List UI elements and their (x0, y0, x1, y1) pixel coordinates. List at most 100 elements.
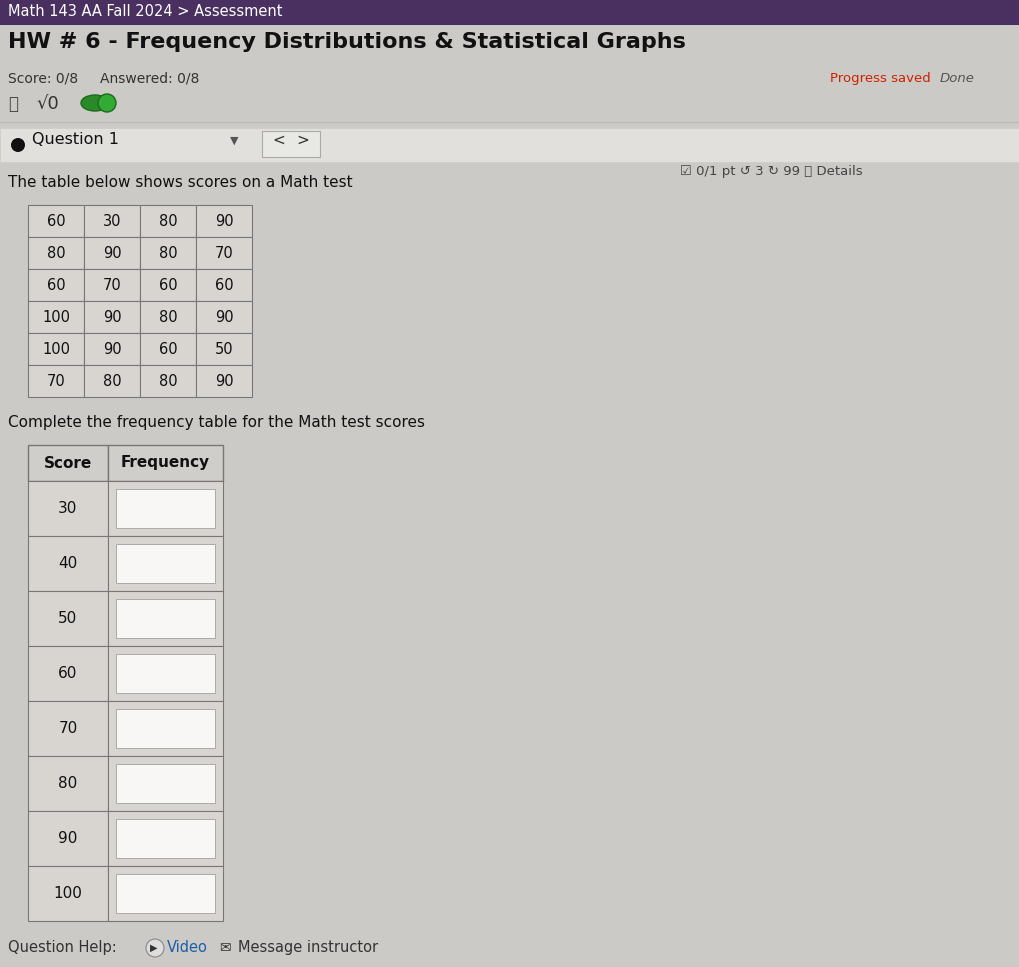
Text: 80: 80 (47, 246, 65, 260)
Bar (196, 365, 252, 397)
Text: 80: 80 (159, 373, 177, 389)
Bar (28, 756, 108, 811)
Bar (108, 756, 223, 811)
Text: 100: 100 (42, 309, 70, 325)
Bar (116, 489, 215, 528)
Text: 100: 100 (54, 886, 83, 901)
Bar (28, 646, 108, 701)
Text: 70: 70 (214, 246, 233, 260)
Text: Question 1: Question 1 (32, 132, 119, 147)
Bar (84, 205, 140, 237)
Bar (140, 269, 196, 301)
Text: 80: 80 (159, 214, 177, 228)
Circle shape (146, 939, 164, 957)
Text: 70: 70 (103, 278, 121, 292)
Bar (28, 866, 108, 921)
Bar (108, 445, 223, 481)
Bar (116, 874, 215, 913)
Bar (116, 819, 215, 858)
Text: 100: 100 (42, 341, 70, 357)
Bar (28, 591, 108, 646)
Text: 90: 90 (214, 214, 233, 228)
Bar (28, 205, 84, 237)
Text: 80: 80 (159, 309, 177, 325)
Text: 🖶: 🖶 (8, 95, 18, 113)
Text: 50: 50 (58, 611, 77, 626)
Text: 60: 60 (58, 666, 77, 681)
Bar (28, 445, 108, 481)
Text: 50: 50 (214, 341, 233, 357)
Bar (116, 544, 215, 583)
Bar (84, 301, 140, 333)
Text: 70: 70 (58, 721, 77, 736)
Bar (140, 333, 196, 365)
Text: Done: Done (940, 72, 974, 85)
Bar (28, 481, 108, 536)
Bar (108, 481, 223, 536)
Text: 90: 90 (103, 246, 121, 260)
Text: ☑ 0/1 pt ↺ 3 ↻ 99 ⓘ Details: ☑ 0/1 pt ↺ 3 ↻ 99 ⓘ Details (680, 165, 862, 178)
Bar (116, 599, 215, 638)
Text: HW # 6 - Frequency Distributions & Statistical Graphs: HW # 6 - Frequency Distributions & Stati… (8, 32, 685, 52)
Bar (84, 365, 140, 397)
Bar (28, 811, 108, 866)
Text: 90: 90 (103, 341, 121, 357)
Circle shape (98, 94, 116, 112)
Bar (28, 365, 84, 397)
Bar (28, 701, 108, 756)
Bar (0, 0, 1019, 25)
Bar (262, 131, 320, 157)
Bar (108, 591, 223, 646)
Bar (196, 205, 252, 237)
Bar (196, 237, 252, 269)
Text: 80: 80 (58, 776, 77, 791)
Text: 80: 80 (159, 246, 177, 260)
Text: Question Help:: Question Help: (8, 940, 116, 955)
Bar (140, 301, 196, 333)
Bar (28, 269, 84, 301)
Bar (84, 237, 140, 269)
Bar (116, 764, 215, 803)
Bar (84, 269, 140, 301)
Text: 60: 60 (47, 278, 65, 292)
Text: 80: 80 (103, 373, 121, 389)
Text: Math 143 AA Fall 2024 > Assessment: Math 143 AA Fall 2024 > Assessment (8, 4, 282, 19)
Text: 90: 90 (103, 309, 121, 325)
Text: 30: 30 (58, 501, 77, 516)
Text: Message instructor: Message instructor (237, 940, 378, 955)
Text: ▼: ▼ (229, 136, 238, 146)
Bar (84, 333, 140, 365)
Text: Score: Score (44, 455, 92, 471)
Bar (196, 333, 252, 365)
Text: 60: 60 (159, 278, 177, 292)
Bar (108, 536, 223, 591)
Text: √0: √0 (36, 95, 59, 113)
Bar (116, 654, 215, 693)
Text: 70: 70 (47, 373, 65, 389)
Text: <: < (272, 133, 284, 148)
Text: 60: 60 (214, 278, 233, 292)
Bar (196, 269, 252, 301)
Text: 60: 60 (47, 214, 65, 228)
Text: Answered: 0/8: Answered: 0/8 (100, 72, 199, 86)
Text: 90: 90 (214, 309, 233, 325)
Text: Score: 0/8: Score: 0/8 (8, 72, 78, 86)
Text: 60: 60 (159, 341, 177, 357)
Text: >: > (296, 133, 309, 148)
Text: Frequency: Frequency (121, 455, 210, 471)
Bar (140, 237, 196, 269)
Ellipse shape (81, 95, 109, 111)
Bar (28, 301, 84, 333)
Bar (108, 811, 223, 866)
Circle shape (11, 138, 25, 152)
Bar (196, 301, 252, 333)
Bar (140, 365, 196, 397)
Text: 30: 30 (103, 214, 121, 228)
Bar (28, 536, 108, 591)
Text: ✉: ✉ (219, 941, 230, 955)
Bar (140, 205, 196, 237)
Text: Progress saved: Progress saved (829, 72, 930, 85)
Text: 40: 40 (58, 556, 77, 571)
Bar (28, 333, 84, 365)
Text: 90: 90 (58, 831, 77, 846)
